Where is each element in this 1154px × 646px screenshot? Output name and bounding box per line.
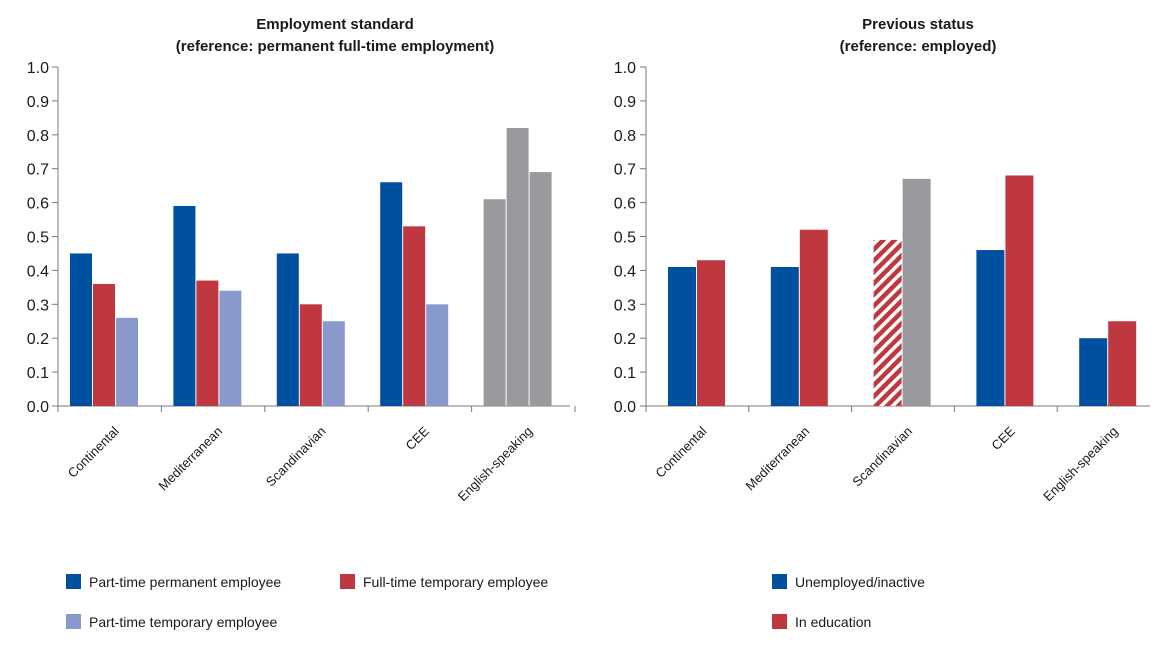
x-category-label: CEE (403, 423, 433, 453)
x-category-label: CEE (988, 423, 1018, 453)
bar-scandinavian-2 (299, 304, 322, 406)
bar-scandinavian-1 (276, 253, 299, 406)
bar-english-speaking-1 (483, 199, 506, 406)
chart-title: Employment standard (256, 16, 414, 33)
y-tick-label: 0.8 (614, 128, 636, 145)
bar-mediterranean-1 (173, 205, 196, 406)
legend-label: Part-time temporary employee (89, 614, 278, 630)
bar-cee-2 (1005, 175, 1034, 406)
bar-cee-3 (426, 304, 449, 406)
bar-mediterranean-2 (196, 280, 219, 406)
x-category-label: Continental (65, 423, 122, 480)
y-tick-label: 0.4 (27, 263, 49, 280)
bar-continental-1 (668, 267, 696, 406)
legend-swatch (66, 574, 81, 589)
chart-panel-2: Previous status (reference: employed) 0.0 0… (614, 16, 1150, 630)
legend-label: Unemployed/inactive (795, 574, 925, 590)
bar-continental-1 (70, 253, 92, 406)
bar-scandinavian-2 (902, 178, 931, 406)
bar-mediterranean-3 (219, 290, 242, 406)
legend-label: Part-time permanent employee (89, 574, 281, 590)
bar-cee-1 (976, 250, 1005, 406)
y-tick-label: 0.9 (614, 94, 636, 111)
bar-cee-1 (380, 182, 403, 406)
y-tick-label: 0.7 (27, 162, 49, 179)
chart-subtitle: (reference: permanent full-time employme… (176, 38, 494, 55)
y-tick-label: 0.1 (27, 365, 49, 382)
x-category-label: English-speaking (1040, 424, 1121, 505)
x-category-label: Continental (652, 423, 709, 480)
bar-scandinavian-3 (322, 321, 345, 406)
bar-english-speaking-2 (1108, 321, 1137, 406)
y-tick-label: 0.7 (614, 162, 636, 179)
bar-mediterranean-1 (770, 267, 799, 406)
bar-english-speaking-3 (529, 172, 552, 406)
y-tick-label: 0.3 (614, 297, 636, 314)
legend-swatch (772, 574, 787, 589)
bar-mediterranean-2 (799, 229, 828, 406)
x-category-label: Mediterranean (742, 424, 812, 494)
chart-subtitle: (reference: employed) (840, 38, 997, 55)
legend-label: Full-time temporary employee (363, 574, 548, 590)
y-tick-label: 0.3 (27, 297, 49, 314)
legend-label: In education (795, 614, 871, 630)
legend-swatch (772, 614, 787, 629)
y-tick-label: 0.8 (27, 128, 49, 145)
bar-continental-2 (697, 260, 725, 406)
y-tick-label: 0.2 (27, 331, 49, 348)
chart-title: Previous status (862, 16, 974, 33)
y-tick-label: 0.6 (27, 196, 49, 213)
bar-scandinavian-1 (873, 239, 902, 406)
x-category-label: English-speaking (455, 424, 536, 505)
y-tick-label: 0.4 (614, 263, 636, 280)
y-tick-label: 0.9 (27, 94, 49, 111)
bar-english-speaking-1 (1079, 338, 1108, 406)
bar-continental-3 (116, 317, 138, 406)
y-tick-label: 1.0 (614, 60, 636, 77)
y-tick-label: 0.6 (614, 196, 636, 213)
x-category-label: Scandinavian (263, 424, 329, 490)
x-category-label: Scandinavian (849, 424, 915, 490)
legend-swatch (66, 614, 81, 629)
y-tick-label: 0.1 (614, 365, 636, 382)
x-category-label: Mediterranean (155, 424, 225, 494)
y-tick-label: 0.2 (614, 331, 636, 348)
legend-swatch (340, 574, 355, 589)
y-tick-label: 0.0 (27, 399, 49, 416)
bar-english-speaking-2 (506, 128, 529, 406)
y-tick-label: 0.5 (27, 230, 49, 247)
y-tick-label: 1.0 (27, 60, 49, 77)
bar-continental-2 (93, 283, 115, 406)
y-tick-label: 0.0 (614, 399, 636, 416)
y-tick-label: 0.5 (614, 230, 636, 247)
bar-cee-2 (403, 226, 426, 406)
chart-panel-1: Employment standard (reference: permanent… (27, 16, 576, 630)
